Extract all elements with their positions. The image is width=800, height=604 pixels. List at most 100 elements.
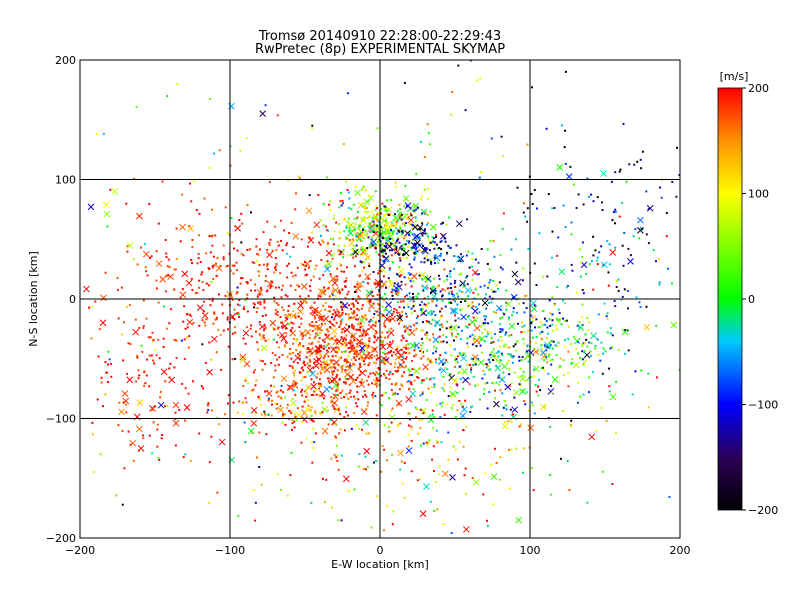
data-point — [464, 300, 467, 302]
data-point — [323, 347, 325, 350]
data-point — [350, 335, 353, 338]
data-point — [258, 293, 261, 296]
data-point — [435, 243, 438, 246]
data-point — [386, 352, 389, 355]
data-point — [318, 337, 321, 340]
data-point — [265, 433, 268, 436]
data-point — [391, 313, 394, 315]
data-point — [218, 149, 221, 152]
data-point — [213, 152, 215, 155]
data-point — [490, 463, 493, 466]
data-point — [372, 271, 375, 273]
data-point — [323, 354, 326, 357]
data-point — [392, 239, 395, 242]
data-point — [488, 281, 491, 284]
data-point — [461, 352, 464, 355]
data-point — [422, 232, 425, 235]
data-point — [520, 331, 523, 334]
data-point — [234, 357, 237, 360]
data-point — [272, 376, 275, 379]
data-point — [259, 359, 262, 362]
data-point — [376, 218, 379, 221]
data-point — [522, 330, 525, 333]
data-point — [336, 267, 339, 270]
data-point — [235, 269, 238, 272]
data-point — [539, 389, 542, 392]
data-point — [550, 256, 553, 259]
data-point — [339, 200, 342, 203]
data-point — [350, 325, 353, 327]
data-point — [640, 369, 643, 372]
data-point — [293, 302, 296, 305]
data-point — [287, 388, 290, 390]
data-point — [436, 508, 439, 511]
data-point — [275, 302, 278, 305]
data-point — [367, 383, 370, 386]
data-point — [645, 190, 648, 193]
data-point — [148, 354, 151, 357]
data-point-cross — [313, 221, 320, 229]
data-point — [340, 336, 343, 339]
data-point — [349, 341, 352, 344]
data-point — [369, 222, 372, 225]
data-point — [310, 352, 313, 355]
data-point — [349, 239, 352, 241]
data-point — [382, 215, 385, 218]
data-point — [329, 418, 332, 421]
data-point — [420, 232, 423, 235]
data-point — [266, 264, 269, 267]
data-point — [570, 343, 573, 346]
data-point-cross — [515, 516, 523, 524]
data-point — [502, 406, 505, 409]
data-point-cross — [129, 439, 137, 447]
data-point — [390, 260, 393, 263]
data-point — [386, 331, 389, 334]
data-point — [312, 275, 315, 278]
data-point — [309, 364, 311, 367]
data-point — [412, 296, 415, 299]
data-point — [227, 328, 229, 331]
data-point — [511, 314, 513, 317]
data-point — [353, 311, 356, 313]
data-point — [381, 235, 384, 238]
data-point — [355, 290, 358, 293]
data-point — [317, 358, 320, 361]
data-point — [536, 207, 538, 210]
data-point — [364, 393, 367, 396]
data-point — [394, 181, 397, 184]
data-point — [221, 303, 224, 306]
data-point — [157, 222, 160, 225]
data-point — [348, 223, 351, 226]
data-point — [331, 371, 334, 374]
data-point — [346, 266, 348, 269]
data-point — [391, 243, 394, 246]
data-point — [341, 313, 344, 316]
data-point — [343, 396, 346, 398]
data-point — [516, 340, 519, 343]
data-point — [261, 368, 264, 371]
data-point — [320, 344, 323, 347]
data-point — [315, 393, 318, 396]
data-point-cross — [159, 275, 167, 283]
data-point — [577, 341, 579, 343]
data-point — [401, 334, 404, 337]
data-point — [466, 342, 469, 345]
data-point — [345, 279, 348, 282]
data-point — [438, 465, 441, 468]
data-point-cross — [187, 225, 194, 232]
data-point — [520, 359, 523, 362]
data-point — [612, 211, 615, 213]
data-point — [289, 474, 292, 477]
data-point — [238, 400, 241, 403]
data-point — [353, 265, 356, 268]
data-point-cross — [371, 346, 378, 353]
data-point — [261, 360, 264, 363]
data-point — [353, 325, 355, 328]
data-point — [189, 182, 191, 185]
data-point — [313, 381, 315, 384]
data-point — [509, 353, 512, 356]
data-point — [322, 397, 325, 400]
data-point — [609, 332, 612, 335]
data-point — [309, 409, 312, 412]
data-point — [295, 349, 298, 352]
